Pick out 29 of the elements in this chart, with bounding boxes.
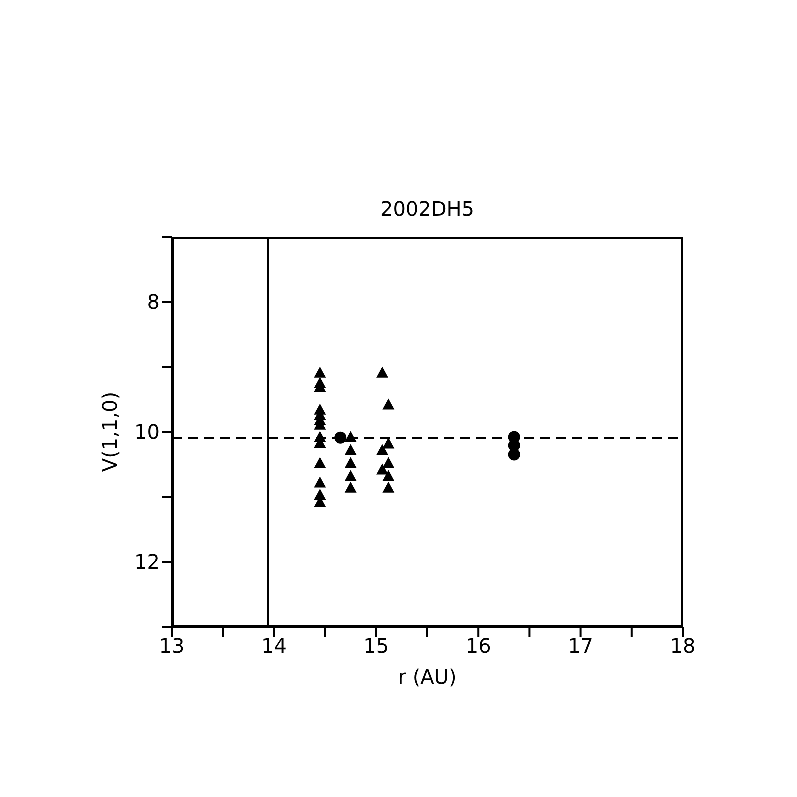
x-tick-label: 13 xyxy=(159,634,185,658)
point xyxy=(382,457,395,468)
point xyxy=(314,476,326,488)
x-tick-label: 14 xyxy=(261,634,287,658)
y-tick-label: 8 xyxy=(147,290,160,314)
x-tick-label: 15 xyxy=(364,634,390,658)
point xyxy=(314,457,326,468)
point xyxy=(376,444,389,456)
point xyxy=(344,431,357,442)
point xyxy=(334,432,347,444)
y-axis-title: V(1,1,0) xyxy=(98,390,122,474)
point xyxy=(344,444,357,456)
x-tick-label: 18 xyxy=(670,634,696,658)
point xyxy=(382,482,395,493)
point xyxy=(508,448,520,461)
chart-title: 2002DH5 xyxy=(379,197,476,221)
x-tick-label: 16 xyxy=(466,634,492,658)
point xyxy=(344,457,357,468)
point xyxy=(376,464,389,475)
point xyxy=(344,482,357,493)
x-tick-label: 17 xyxy=(568,634,594,658)
x-axis-title: r (AU) xyxy=(397,665,458,689)
point xyxy=(314,366,326,378)
point xyxy=(382,470,395,482)
point xyxy=(376,366,389,378)
y-tick-label: 12 xyxy=(134,550,160,574)
point xyxy=(382,398,395,410)
y-tick-label: 10 xyxy=(134,420,160,444)
point xyxy=(344,470,357,482)
